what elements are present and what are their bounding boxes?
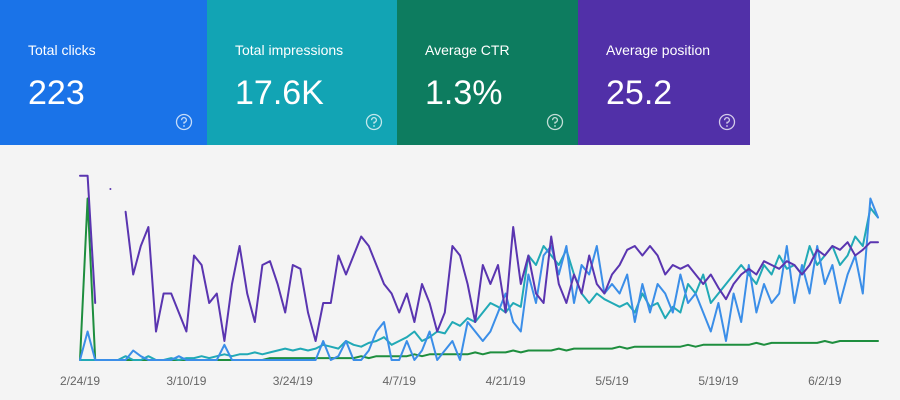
series-line: [79, 207, 879, 361]
x-tick-label: 3/24/19: [273, 374, 313, 388]
x-tick-label: 5/5/19: [595, 374, 629, 388]
x-tick-label: 5/19/19: [698, 374, 738, 388]
help-icon[interactable]: [546, 113, 564, 131]
help-icon[interactable]: [718, 113, 736, 131]
help-icon[interactable]: [175, 113, 193, 131]
metric-value: 25.2: [606, 74, 673, 112]
metric-label: Total clicks: [28, 42, 96, 58]
metric-card[interactable]: Total impressions 17.6K: [207, 0, 397, 145]
help-icon[interactable]: [365, 113, 383, 131]
series-line: [79, 197, 879, 361]
metric-card[interactable]: Average CTR 1.3%: [397, 0, 578, 145]
metric-label: Average CTR: [425, 42, 510, 58]
x-tick-label: 2/24/19: [60, 374, 100, 388]
metric-value: 17.6K: [235, 74, 324, 112]
metric-value: 1.3%: [425, 74, 503, 112]
metric-value: 223: [28, 74, 85, 112]
metric-label: Total impressions: [235, 42, 344, 58]
x-tick-label: 6/2/19: [808, 374, 842, 388]
metric-label: Average position: [606, 42, 711, 58]
x-tick-label: 4/7/19: [383, 374, 417, 388]
metric-card[interactable]: Total clicks 223: [0, 0, 207, 145]
x-tick-label: 4/21/19: [486, 374, 526, 388]
x-tick-label: 3/10/19: [166, 374, 206, 388]
metric-card[interactable]: Average position 25.2: [578, 0, 750, 145]
performance-chart: 2/24/19 3/10/19 3/24/19 4/7/19 4/21/19 5/5/19…: [60, 174, 879, 388]
series-line: [79, 174, 879, 342]
